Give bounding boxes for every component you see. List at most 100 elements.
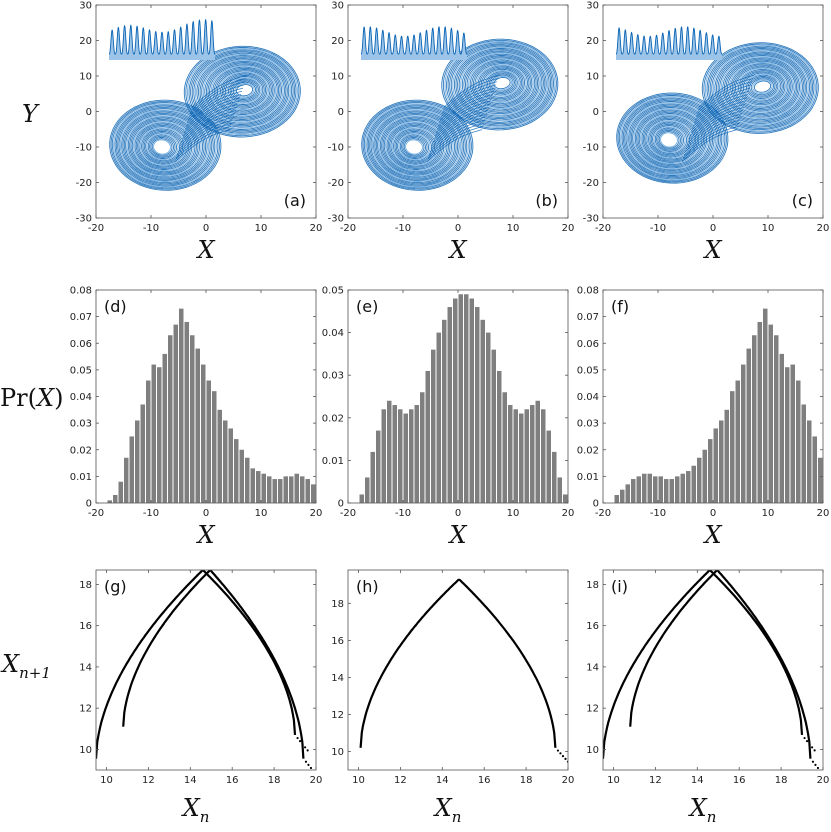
histogram-bar	[245, 457, 250, 503]
histogram-bar	[664, 479, 669, 503]
histogram-bar	[387, 400, 392, 503]
attractor-trajectory	[186, 90, 243, 124]
x-tick-label: 16	[226, 775, 239, 786]
map-point	[813, 749, 816, 752]
attractor-trajectory	[749, 77, 776, 97]
attractor-trajectory	[682, 126, 739, 159]
attractor-trajectory	[622, 98, 721, 179]
attractor-trajectory	[201, 58, 285, 124]
histogram-bar	[146, 380, 151, 503]
x-axis-label: X	[702, 236, 722, 264]
y-tick-label: 0	[338, 499, 344, 510]
histogram-bar	[614, 495, 619, 503]
y-tick-label: 0	[593, 499, 599, 510]
attractor-trajectory	[711, 49, 811, 127]
attractor-trajectory	[458, 51, 543, 117]
y-tick-label: 10	[331, 72, 344, 83]
histogram-bar	[741, 364, 746, 503]
y-tick-label: 16	[586, 621, 599, 632]
attractor-trajectory	[686, 113, 743, 146]
attractor-trajectory	[442, 39, 557, 130]
y-tick-label: 10	[586, 745, 599, 756]
panel-d: -20 -10 0 10 20 0 0.01 0.02 0.03 0.04 0.05 0.06 0.07…	[70, 286, 323, 550]
x-axis-label: X	[195, 521, 215, 549]
map-point	[556, 749, 560, 752]
histogram-bar	[294, 473, 299, 503]
histogram-bar	[469, 298, 474, 503]
attractor-trajectory	[110, 100, 220, 190]
histogram-bar	[552, 451, 557, 503]
histogram-bar	[447, 307, 452, 503]
histogram-bar	[305, 479, 310, 503]
attractor-trajectory	[466, 57, 536, 111]
attractor-trajectory	[427, 126, 484, 159]
attractor-trajectory	[432, 110, 489, 143]
attractor-trajectory	[199, 57, 287, 125]
y-tick-label: 20	[586, 36, 599, 47]
histogram-bar	[370, 451, 375, 503]
map-point	[816, 766, 820, 770]
histogram-bar	[519, 413, 524, 503]
attractor-trajectory	[429, 119, 486, 153]
attractor-trajectory	[213, 67, 274, 114]
attractor-trajectory	[657, 129, 681, 150]
y-tick-label: 10	[586, 72, 599, 83]
histogram-bar	[228, 428, 233, 503]
attractor-trajectory	[179, 113, 236, 146]
attractor-trajectory	[442, 78, 499, 111]
ylabel-row3-base: X	[0, 650, 20, 678]
x-tick-label: 18	[520, 775, 533, 786]
attractor-trajectory	[115, 105, 214, 186]
histogram-bar	[480, 319, 485, 503]
attractor-trajectory	[694, 87, 751, 121]
histogram-bar	[365, 477, 370, 503]
attractor-trajectory	[185, 94, 242, 127]
histogram-bar	[201, 364, 206, 503]
y-tick-label: 12	[586, 704, 599, 715]
histogram-bar	[129, 436, 134, 503]
plot-area	[603, 570, 821, 770]
x-tick-label: 20	[817, 223, 830, 234]
histogram-bar	[278, 479, 283, 503]
map-point	[814, 763, 817, 766]
attractor-trajectory	[616, 92, 729, 184]
attractor-trajectory	[685, 116, 742, 150]
histogram-bar	[442, 319, 447, 503]
y-tick-label: 0.08	[577, 286, 599, 297]
attractor-trajectory	[401, 135, 428, 158]
histogram-bar	[801, 404, 806, 503]
histogram-bar	[157, 367, 162, 503]
histogram-bar	[283, 476, 288, 503]
attractor-trajectory	[379, 116, 452, 176]
attractor-trajectory	[687, 110, 744, 143]
row-labels: Y Pr(X) Xn+1	[0, 100, 63, 682]
histogram-bar	[179, 308, 184, 503]
attractor-trajectory	[693, 90, 750, 124]
attractor-trajectory	[714, 51, 808, 124]
attractor-trajectory	[151, 138, 173, 156]
x-tick-label: 20	[562, 508, 575, 519]
attractor-trajectory	[436, 97, 493, 130]
y-tick-label: 0.03	[70, 419, 92, 430]
plot-area	[361, 38, 559, 191]
map-point	[307, 763, 310, 766]
histogram-bar	[752, 335, 757, 503]
attractor-trajectory	[187, 48, 298, 135]
attractor-trajectory	[444, 41, 556, 128]
attractor-trajectory	[145, 132, 181, 162]
attractor-trajectory	[471, 60, 531, 107]
attractor-trajectory	[443, 74, 500, 108]
attractor-trajectory	[753, 80, 772, 93]
x-axis-label: Xn	[181, 794, 210, 826]
x-tick-label: -20	[595, 508, 611, 519]
histogram-bar	[812, 436, 817, 503]
y-tick-label: -20	[583, 178, 599, 189]
ylabel-row2-var: X	[35, 384, 55, 412]
attractor-trajectory	[644, 117, 697, 161]
y-tick-label: 0.07	[577, 312, 599, 323]
y-tick-label: 0.01	[70, 472, 92, 483]
histogram-bar	[272, 479, 277, 503]
attractor-trajectory	[113, 103, 217, 188]
attractor-trajectory	[118, 108, 211, 184]
attractor-trajectory	[646, 120, 694, 159]
